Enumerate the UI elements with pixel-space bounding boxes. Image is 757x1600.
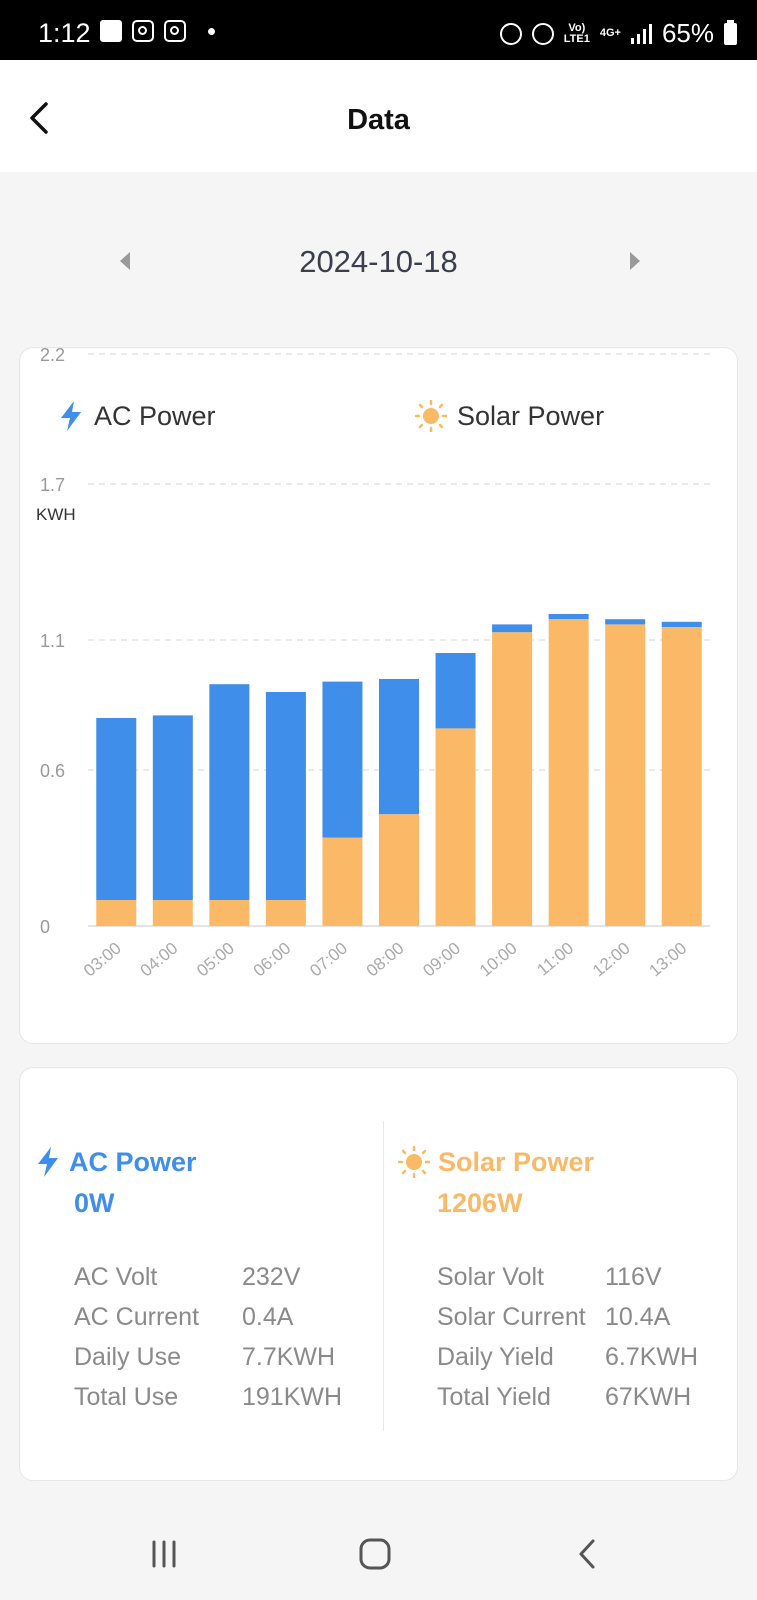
bar-solar-power [209, 900, 250, 926]
x-tick-label: 08:00 [363, 939, 408, 981]
alarm-icon [531, 22, 554, 45]
bar-solar-power [435, 728, 476, 926]
x-tick-label: 09:00 [419, 939, 464, 981]
back-arrow-icon[interactable] [22, 98, 62, 138]
next-day-icon[interactable] [622, 248, 648, 274]
bar-ac-power [209, 684, 250, 900]
legend-ac-power[interactable]: AC Power [58, 400, 216, 432]
ac-stat-row: AC Volt 232V [74, 1263, 301, 1291]
x-tick-label: 03:00 [80, 939, 125, 981]
solar-power-value: 1206W [437, 1188, 523, 1218]
x-tick-label: 10:00 [476, 939, 521, 981]
ac-stat-row: Total Use 191KWH [74, 1383, 343, 1411]
recent-apps-icon[interactable] [142, 1532, 186, 1576]
solar-power-heading: Solar Power [398, 1146, 594, 1178]
date-selector: 2024-10-18 [0, 236, 757, 286]
ac-power-title: AC Power [69, 1146, 197, 1177]
x-tick-label: 05:00 [193, 939, 238, 981]
chart-card: AC Power Solar Power KWH00.61.11.72.22.8… [19, 347, 738, 1044]
y-tick-label: 1.1 [40, 631, 65, 651]
lightning-icon [38, 1147, 58, 1177]
instagram-icon [164, 20, 186, 42]
bar-ac-power [152, 715, 193, 900]
lightning-icon [61, 401, 81, 431]
legend-solar-power[interactable]: Solar Power [415, 400, 604, 432]
volte-indicator: Vo) LTE1 [563, 21, 590, 45]
network-type-indicator: 4G+ [599, 27, 621, 39]
y-tick-label: 0.6 [40, 761, 65, 781]
x-tick-label: 13:00 [645, 939, 690, 981]
solar-stat-row: Total Yield 67KWH [437, 1383, 692, 1411]
energy-bar-chart: KWH00.61.11.72.22.803:0004:0005:0006:000… [36, 348, 710, 981]
sun-icon [398, 1146, 430, 1178]
page-title: Data [347, 104, 410, 136]
sun-icon [415, 400, 447, 432]
bar-solar-power [265, 900, 306, 926]
x-tick-label: 07:00 [306, 939, 351, 981]
bar-solar-power [96, 900, 137, 926]
notification-icons [100, 20, 215, 42]
y-axis-label: KWH [36, 505, 76, 524]
y-tick-label: 0 [40, 917, 50, 937]
bar-solar-power [322, 837, 363, 926]
stats-card: AC Power 0W AC Volt 232V AC Current 0.4A D… [19, 1067, 738, 1481]
ac-power-heading: AC Power [35, 1146, 197, 1178]
legend-solar-label: Solar Power [457, 400, 605, 431]
legend-ac-label: AC Power [94, 400, 216, 431]
y-tick-label: 2.2 [40, 348, 65, 365]
bar-solar-power [661, 627, 702, 926]
home-icon[interactable] [353, 1532, 397, 1576]
signal-strength-icon [630, 23, 652, 44]
ac-power-value: 0W [74, 1188, 115, 1218]
bar-ac-power [492, 624, 533, 633]
x-tick-label: 04:00 [137, 939, 182, 981]
data-saver-icon [499, 22, 522, 45]
gallery-icon [100, 20, 122, 42]
bar-solar-power [379, 814, 419, 926]
more-notifications-dot-icon [208, 27, 215, 35]
bar-ac-power [661, 621, 702, 627]
x-tick-label: 12:00 [589, 939, 634, 981]
x-tick-label: 11:00 [533, 939, 577, 980]
solar-power-title: Solar Power [438, 1146, 595, 1177]
column-divider [383, 1121, 384, 1431]
bar-solar-power [492, 632, 533, 926]
app-header: Data [0, 60, 757, 172]
solar-stat-row: Daily Yield 6.7KWH [437, 1343, 699, 1371]
battery-icon [724, 19, 737, 45]
y-tick-label: 1.7 [40, 475, 65, 495]
bar-solar-power [605, 624, 646, 926]
system-icons: Vo) LTE1 4G+ 65% [499, 18, 737, 49]
ac-stat-row: AC Current 0.4A [74, 1303, 294, 1331]
previous-day-icon[interactable] [112, 248, 138, 274]
solar-stat-row: Solar Volt 116V [437, 1263, 662, 1291]
bar-solar-power [548, 619, 589, 926]
bar-ac-power [435, 653, 476, 729]
selected-date[interactable]: 2024-10-18 [299, 244, 458, 279]
bar-ac-power [548, 614, 589, 620]
battery-percent: 65% [661, 18, 714, 48]
solar-stat-row: Solar Current 10.4A [437, 1303, 671, 1331]
bar-ac-power [96, 718, 137, 900]
bar-ac-power [265, 692, 306, 900]
x-tick-label: 06:00 [250, 939, 295, 981]
system-navigation-bar [0, 1510, 757, 1600]
bar-ac-power [605, 619, 646, 625]
status-time: 1:12 [38, 18, 91, 48]
instagram-icon [132, 20, 154, 42]
bar-ac-power [322, 681, 363, 838]
status-bar: 1:12 Vo) LTE1 4G+ 65% [0, 0, 757, 60]
bar-ac-power [379, 679, 419, 815]
ac-stat-row: Daily Use 7.7KWH [74, 1343, 336, 1371]
bar-solar-power [152, 900, 193, 926]
back-nav-icon[interactable] [566, 1532, 610, 1576]
